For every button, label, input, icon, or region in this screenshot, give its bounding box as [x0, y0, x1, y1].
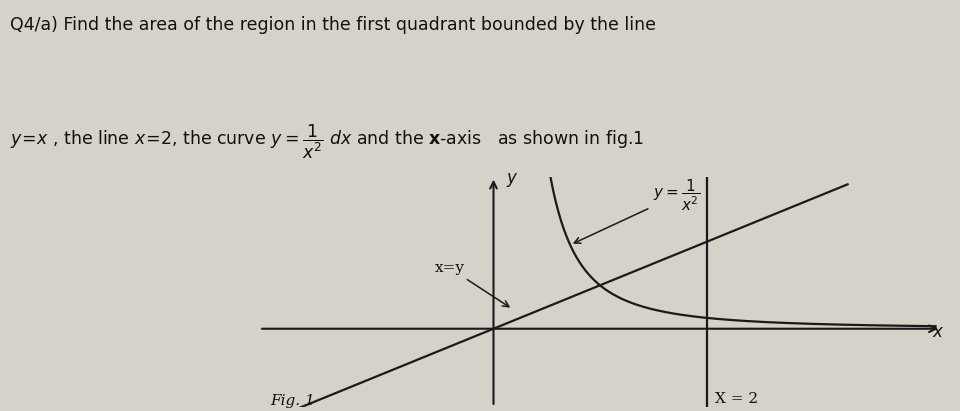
Text: $y\!=\!x$ , the line $x\!=\!2$, the curve $y = \dfrac{1}{x^2}\ dx$ and the $\bf{: $y\!=\!x$ , the line $x\!=\!2$, the curv… [10, 122, 644, 161]
Text: Fig. 1: Fig. 1 [270, 394, 315, 408]
Text: X = 2: X = 2 [715, 392, 758, 406]
Text: y: y [506, 169, 516, 187]
Text: $y = \dfrac{1}{x^2}$: $y = \dfrac{1}{x^2}$ [574, 178, 701, 243]
Text: Q4/a) Find the area of the region in the first quadrant bounded by the line: Q4/a) Find the area of the region in the… [10, 16, 656, 34]
Text: x=y: x=y [435, 261, 509, 307]
Text: x: x [932, 323, 942, 341]
